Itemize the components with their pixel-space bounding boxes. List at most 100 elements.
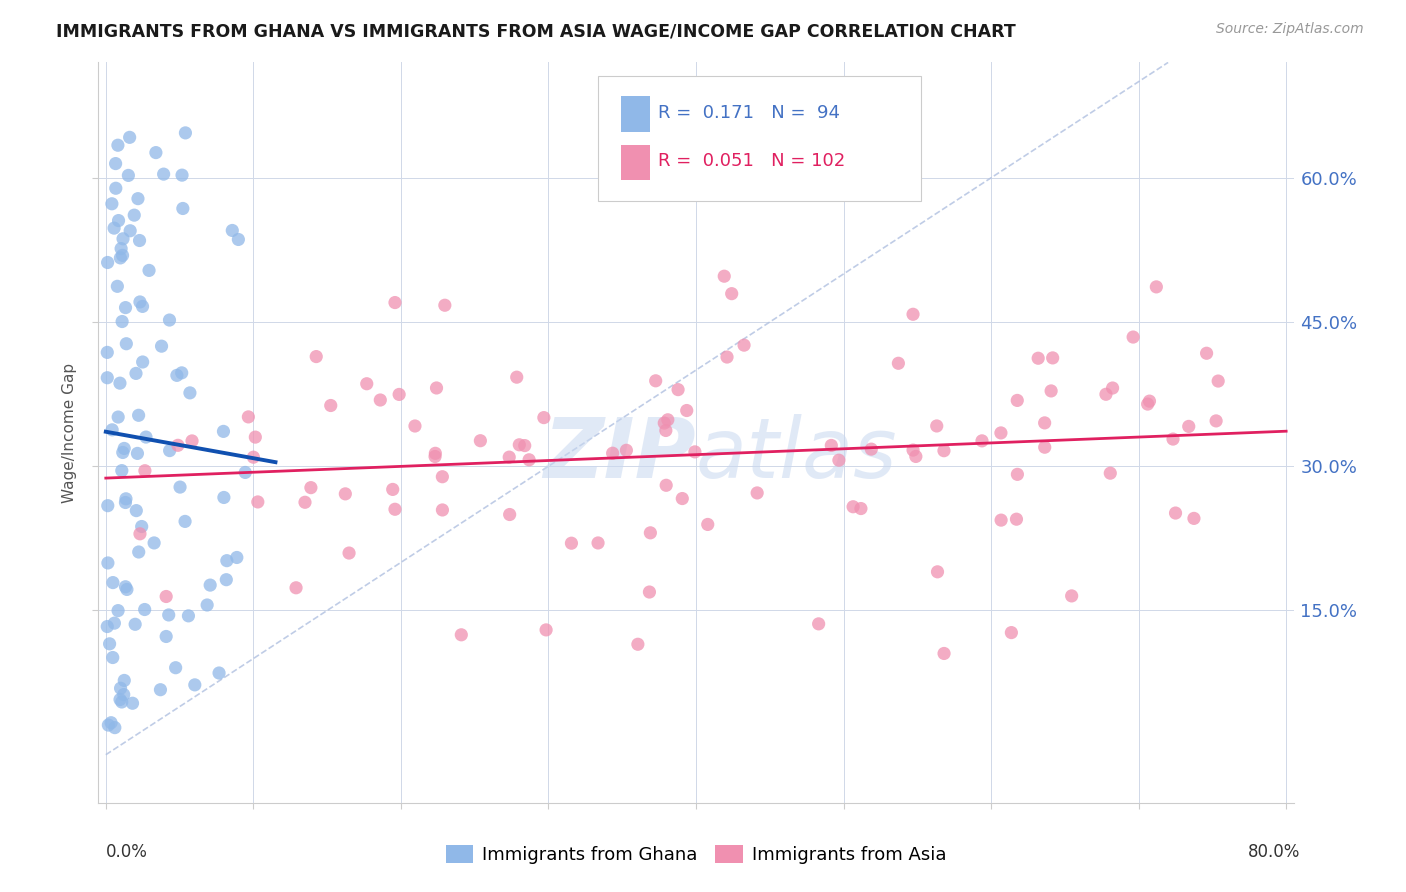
Point — [657, 413, 679, 427]
Point — [508, 438, 530, 452]
Point — [1040, 384, 1063, 398]
Text: IMMIGRANTS FROM GHANA VS IMMIGRANTS FROM ASIA WAGE/INCOME GAP CORRELATION CHART: IMMIGRANTS FROM GHANA VS IMMIGRANTS FROM… — [56, 22, 1017, 40]
Point — [716, 350, 738, 364]
Point — [696, 517, 718, 532]
Point — [107, 604, 129, 618]
Point — [506, 370, 529, 384]
Point — [108, 376, 131, 391]
Point — [384, 502, 406, 516]
Point — [96, 345, 118, 359]
Point — [560, 536, 582, 550]
Point — [368, 392, 391, 407]
Point — [101, 575, 124, 590]
Text: Source: ZipAtlas.com: Source: ZipAtlas.com — [1216, 22, 1364, 37]
Point — [166, 368, 188, 383]
Point — [970, 434, 993, 448]
Point — [305, 350, 328, 364]
Point — [1005, 512, 1028, 526]
Point — [925, 419, 948, 434]
Point — [927, 565, 949, 579]
Point — [498, 508, 520, 522]
Point — [1060, 589, 1083, 603]
Point — [450, 628, 472, 642]
Point — [212, 491, 235, 505]
Point — [131, 300, 153, 314]
Point — [245, 430, 267, 444]
Point — [225, 550, 247, 565]
Point — [177, 608, 200, 623]
Point — [159, 313, 181, 327]
Point — [713, 269, 735, 284]
Text: R =  0.051   N = 102: R = 0.051 N = 102 — [658, 153, 845, 170]
Point — [135, 430, 157, 444]
Point — [149, 682, 172, 697]
Point — [498, 450, 520, 464]
Point — [807, 616, 830, 631]
Point — [122, 208, 145, 222]
Point — [425, 381, 447, 395]
Point — [152, 167, 174, 181]
Point — [212, 425, 235, 439]
Point — [1042, 351, 1064, 365]
Point — [1144, 280, 1167, 294]
Point — [174, 126, 197, 140]
Point — [104, 156, 127, 170]
Point — [131, 519, 153, 533]
Point — [533, 410, 555, 425]
Point — [159, 443, 181, 458]
Point — [150, 339, 173, 353]
Point — [901, 443, 924, 458]
Point — [170, 168, 193, 182]
Point — [1122, 330, 1144, 344]
Point — [1007, 467, 1029, 482]
Text: 80.0%: 80.0% — [1249, 843, 1301, 861]
Point — [675, 403, 697, 417]
Point — [238, 409, 260, 424]
Point — [107, 410, 129, 425]
Point — [1161, 432, 1184, 446]
Point — [720, 286, 742, 301]
Point — [169, 480, 191, 494]
Point — [1026, 351, 1049, 366]
Point — [134, 464, 156, 478]
Point — [337, 546, 360, 560]
Point — [215, 573, 238, 587]
Point — [131, 355, 153, 369]
Point — [432, 469, 454, 483]
Point — [887, 356, 910, 370]
Text: ZIP: ZIP — [543, 414, 696, 495]
Point — [901, 307, 924, 321]
Point — [127, 446, 149, 460]
Point — [513, 439, 536, 453]
Point — [860, 442, 883, 457]
Point — [115, 336, 138, 351]
Text: 0.0%: 0.0% — [105, 843, 148, 861]
Point — [1007, 393, 1029, 408]
Text: atlas: atlas — [696, 414, 897, 495]
Point — [644, 374, 666, 388]
Point — [638, 585, 661, 599]
Point — [627, 637, 650, 651]
Point — [97, 718, 120, 732]
Point — [356, 376, 378, 391]
Point — [242, 450, 264, 465]
Point — [124, 617, 146, 632]
Point — [1206, 374, 1229, 388]
Point — [118, 130, 141, 145]
Point — [98, 637, 121, 651]
Point — [103, 616, 125, 631]
Point — [114, 580, 136, 594]
Point — [111, 464, 134, 478]
Point — [246, 495, 269, 509]
Point — [432, 503, 454, 517]
Point — [129, 526, 152, 541]
Point — [96, 370, 118, 384]
Point — [129, 295, 152, 310]
Point — [97, 499, 120, 513]
Point — [181, 434, 204, 448]
Point — [172, 202, 194, 216]
Point — [1000, 625, 1022, 640]
Point — [115, 491, 138, 506]
Point — [128, 234, 150, 248]
Point — [121, 696, 143, 710]
